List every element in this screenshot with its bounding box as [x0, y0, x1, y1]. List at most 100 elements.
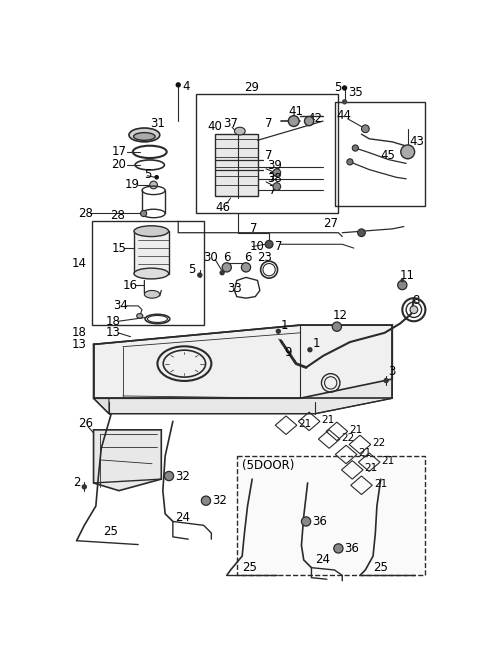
Text: 8: 8 [412, 294, 420, 307]
Text: 10: 10 [250, 240, 265, 253]
Text: 30: 30 [204, 251, 218, 264]
Circle shape [400, 279, 404, 282]
Text: 29: 29 [244, 81, 260, 94]
Text: 5: 5 [188, 263, 196, 276]
Circle shape [164, 472, 174, 481]
Text: 11: 11 [400, 268, 415, 281]
Text: 42: 42 [308, 112, 323, 125]
Circle shape [361, 125, 369, 133]
Text: 31: 31 [150, 117, 165, 130]
Ellipse shape [144, 291, 160, 298]
Circle shape [410, 306, 418, 314]
Circle shape [358, 229, 365, 237]
Text: 21: 21 [359, 448, 372, 458]
Text: 43: 43 [409, 135, 424, 148]
Text: 25: 25 [104, 525, 119, 538]
Circle shape [241, 263, 251, 272]
Text: 4: 4 [183, 80, 191, 93]
Text: 17: 17 [111, 146, 126, 158]
Circle shape [155, 175, 159, 180]
Ellipse shape [129, 128, 160, 142]
Circle shape [219, 270, 225, 276]
Text: 44: 44 [337, 109, 352, 122]
Text: 7: 7 [275, 240, 283, 253]
Circle shape [332, 322, 341, 331]
Text: 25: 25 [242, 561, 257, 574]
Text: 7: 7 [265, 117, 273, 130]
Circle shape [197, 272, 203, 277]
Circle shape [150, 181, 157, 189]
Text: 15: 15 [111, 241, 126, 255]
Circle shape [273, 169, 281, 176]
Text: 21: 21 [365, 463, 378, 474]
Text: 27: 27 [323, 217, 338, 230]
Text: 18: 18 [72, 326, 87, 339]
Text: 22: 22 [341, 432, 355, 443]
Text: 3: 3 [388, 365, 396, 378]
Text: 1: 1 [312, 337, 320, 350]
Polygon shape [94, 379, 392, 414]
Ellipse shape [137, 314, 143, 318]
Circle shape [304, 117, 314, 126]
Text: 5: 5 [144, 169, 152, 182]
Text: 6: 6 [223, 251, 230, 264]
Text: 13: 13 [106, 326, 121, 339]
Circle shape [288, 115, 299, 127]
Text: 7: 7 [265, 149, 273, 162]
Circle shape [265, 240, 273, 248]
Text: 46: 46 [215, 201, 230, 214]
Text: 23: 23 [258, 251, 273, 264]
Text: 22: 22 [372, 438, 385, 448]
Text: 9: 9 [285, 346, 292, 359]
Circle shape [398, 281, 407, 290]
Circle shape [342, 85, 347, 91]
Circle shape [352, 145, 359, 151]
Text: 28: 28 [78, 207, 93, 220]
Text: 21: 21 [322, 415, 335, 425]
Circle shape [276, 329, 281, 334]
Text: 24: 24 [315, 554, 330, 567]
Text: 12: 12 [332, 310, 347, 322]
Bar [134, 231, 169, 274]
Text: 37: 37 [223, 117, 238, 130]
Text: 13: 13 [72, 338, 87, 351]
Text: 26: 26 [78, 417, 93, 430]
Text: 24: 24 [175, 511, 190, 524]
Circle shape [334, 544, 343, 553]
Circle shape [307, 347, 312, 352]
Text: 21: 21 [374, 479, 387, 489]
Circle shape [176, 82, 181, 87]
Circle shape [201, 496, 211, 505]
Text: 28: 28 [110, 209, 125, 222]
Text: 21: 21 [299, 419, 312, 428]
Text: 36: 36 [312, 515, 327, 528]
Circle shape [384, 378, 389, 383]
Circle shape [222, 263, 231, 272]
Circle shape [273, 182, 281, 190]
Text: 2: 2 [73, 476, 80, 489]
Text: 45: 45 [381, 149, 396, 162]
Text: 35: 35 [348, 86, 363, 99]
Text: 19: 19 [124, 178, 139, 192]
Text: 40: 40 [207, 120, 222, 133]
Polygon shape [94, 325, 392, 398]
Text: 18: 18 [106, 315, 121, 328]
Text: 7: 7 [269, 184, 276, 197]
Ellipse shape [134, 268, 168, 279]
Text: 33: 33 [227, 281, 241, 295]
Circle shape [347, 159, 353, 165]
Ellipse shape [133, 133, 155, 140]
Text: 25: 25 [373, 561, 388, 574]
Circle shape [82, 484, 87, 489]
Text: 20: 20 [111, 159, 126, 171]
Text: 21: 21 [382, 456, 395, 466]
Ellipse shape [134, 226, 168, 237]
Text: 34: 34 [114, 299, 129, 312]
Text: 41: 41 [288, 104, 303, 117]
Text: 16: 16 [123, 279, 138, 291]
Bar [215, 134, 258, 195]
Bar [92, 221, 204, 325]
Text: 32: 32 [175, 470, 190, 483]
Text: 7: 7 [250, 222, 257, 235]
Circle shape [301, 517, 311, 526]
